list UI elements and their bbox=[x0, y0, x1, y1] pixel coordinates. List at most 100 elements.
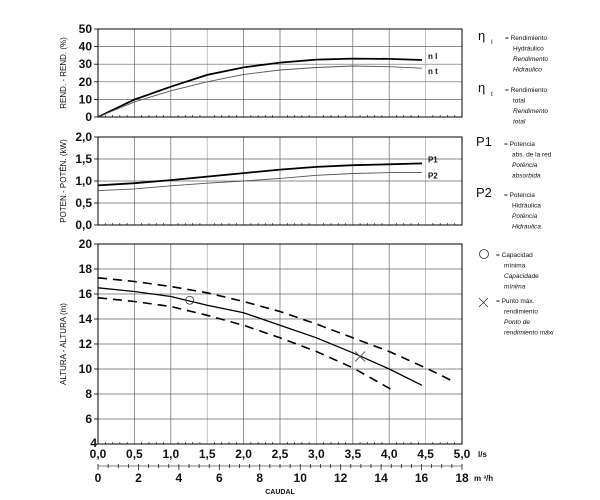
x-tick-label-m3h: 2 bbox=[135, 471, 142, 485]
legend-circle-icon bbox=[479, 249, 489, 259]
capacidad-minima-marker bbox=[185, 295, 195, 305]
x-tick-label-ls: 3,0 bbox=[308, 447, 325, 461]
legend-eta_i-text: = Rendimiento bbox=[505, 35, 547, 42]
legend-eta_t-text: = Rendimiento bbox=[505, 87, 547, 94]
x-tick-label-m3h: 6 bbox=[216, 471, 223, 485]
y-tick-label: 2,0 bbox=[75, 130, 92, 144]
x-tick-label-ls: 2,0 bbox=[235, 447, 252, 461]
legend-p2-text: Hidraulica bbox=[512, 224, 541, 231]
x-tick-label-m3h: 18 bbox=[455, 471, 469, 485]
legend-circle-text: mínima bbox=[504, 263, 526, 270]
legend-p2-symbol: P2 bbox=[476, 185, 492, 200]
panel-1: 0,0 0,5 1,0 1,5 2,0 POTEN.- POTÊN. (kW) P1 P2 bbox=[59, 130, 463, 232]
legend-circle-text: = Capacidad bbox=[496, 252, 533, 259]
series-line-n-t bbox=[97, 65, 423, 118]
legend-p1-text: absorbida bbox=[512, 173, 541, 180]
x-tick-label-ls: 3,5 bbox=[344, 447, 361, 461]
y-tick-label: 8 bbox=[85, 387, 92, 401]
series-label: P2 bbox=[428, 172, 438, 181]
legend-cross-text: = Punto máx. bbox=[496, 298, 535, 305]
x-tick-label-ls: 4,0 bbox=[381, 447, 398, 461]
legend-p2-text: Potência bbox=[512, 213, 538, 220]
panel-2: 4 6 8 10 12 14 16 18 20 ALTURA - ALTURA (m) bbox=[59, 237, 463, 450]
y-tick-label: 1,5 bbox=[75, 152, 92, 166]
y-tick-label: 20 bbox=[79, 75, 93, 89]
series-line-h-max bbox=[97, 277, 452, 382]
legend-eta-t-sub: t bbox=[491, 91, 493, 98]
series-label: n t bbox=[428, 67, 438, 76]
y-axis-label: POTEN.- POTÊN. (kW) bbox=[59, 139, 68, 223]
legend-cross-text: rendimiento máxi bbox=[504, 330, 554, 337]
panel-0: 0 10 20 30 40 50 REND. - REND. (%) n I n t bbox=[59, 22, 463, 124]
legend-eta_i-text: Hydráulico bbox=[513, 46, 544, 53]
x-tick-label-m3h: 10 bbox=[294, 471, 308, 485]
legend-eta_t-text: total bbox=[513, 98, 526, 105]
y-axis-label: REND. - REND. (%) bbox=[59, 37, 68, 109]
y-tick-label: 10 bbox=[79, 362, 93, 376]
legend-eta_i-text: Rendimento bbox=[513, 56, 548, 63]
legend-circle-text: mínima bbox=[504, 284, 526, 291]
y-tick-label: 10 bbox=[79, 92, 93, 106]
series-line-h bbox=[97, 287, 423, 386]
plot-frame bbox=[97, 28, 463, 118]
y-tick-label: 0,0 bbox=[75, 218, 92, 232]
legend-cross-icon bbox=[478, 297, 489, 308]
legend-p1-symbol: P1 bbox=[476, 134, 492, 149]
series-line-p1 bbox=[97, 162, 423, 187]
x-tick-label-ls: 1,5 bbox=[199, 447, 216, 461]
x-tick-label-ls: 4,5 bbox=[417, 447, 434, 461]
legend-eta-t-symbol: η bbox=[478, 80, 485, 95]
y-tick-label: 16 bbox=[79, 287, 93, 301]
legend-p1-text: Potência bbox=[512, 162, 538, 169]
x-tick-label-m3h: 14 bbox=[374, 471, 388, 485]
plot-frame bbox=[97, 136, 463, 226]
plot-frame bbox=[97, 243, 463, 445]
x-tick-label-m3h: 12 bbox=[334, 471, 348, 485]
x-unit-ls: l/s bbox=[478, 450, 487, 459]
x-axis-label: CAUDAL bbox=[265, 489, 295, 496]
legend-cross-text: rendimiento bbox=[504, 309, 538, 316]
legend-eta_i-text: Hidraulico bbox=[513, 67, 542, 74]
x-tick-label-m3h: 0 bbox=[95, 471, 102, 485]
legend-p1-text: abs. de la red bbox=[512, 152, 552, 159]
legend-eta_t-text: Rendimento bbox=[513, 108, 548, 115]
y-tick-label: 0,5 bbox=[75, 196, 92, 210]
legend-eta_t-text: total bbox=[513, 119, 526, 126]
x-tick-label-ls: 2,5 bbox=[272, 447, 289, 461]
y-tick-label: 6 bbox=[85, 412, 92, 426]
legend-p2-text: = Potencia bbox=[504, 192, 535, 199]
y-tick-label: 50 bbox=[79, 22, 93, 36]
series-label: P1 bbox=[428, 155, 438, 164]
x-tick-label-m3h: 4 bbox=[176, 471, 183, 485]
x-tick-label-m3h: 16 bbox=[415, 471, 429, 485]
series-label: n I bbox=[428, 52, 437, 61]
legend-circle-text: Capacidade bbox=[504, 273, 539, 280]
x-unit-m3h: m ³/h bbox=[474, 474, 493, 483]
x-tick-label-ls: 0,0 bbox=[90, 447, 107, 461]
series-line-n-i bbox=[97, 57, 423, 118]
legend-eta-i-sub: I bbox=[491, 39, 493, 46]
y-tick-label: 30 bbox=[79, 57, 93, 71]
y-tick-label: 18 bbox=[79, 262, 93, 276]
y-axis-label: ALTURA - ALTURA (m) bbox=[59, 303, 68, 385]
y-tick-label: 1,0 bbox=[75, 174, 92, 188]
legend-p1-text: = Potencia bbox=[504, 141, 535, 148]
x-tick-label-m3h: 8 bbox=[256, 471, 263, 485]
x-tick-label-ls: 1,0 bbox=[162, 447, 179, 461]
y-tick-label: 20 bbox=[79, 237, 93, 251]
series-line-h-min bbox=[97, 297, 394, 391]
series-line-p2 bbox=[97, 172, 422, 192]
legend-cross-text: Ponto de bbox=[504, 319, 530, 326]
y-tick-label: 0 bbox=[85, 110, 92, 124]
legend: η I η t P1 P2 = Rendimiento Hydráulico Ren… bbox=[476, 28, 554, 337]
legend-eta-i-symbol: η bbox=[478, 28, 485, 43]
y-tick-label: 4 bbox=[90, 436, 97, 450]
y-tick-label: 40 bbox=[79, 40, 93, 54]
y-tick-label: 12 bbox=[79, 337, 93, 351]
legend-p2-text: Hidráulica bbox=[512, 203, 541, 210]
x-tick-label-ls: 5,0 bbox=[454, 447, 471, 461]
x-tick-label-ls: 0,5 bbox=[126, 447, 143, 461]
punto-max-rendimiento-marker bbox=[354, 351, 366, 362]
y-tick-label: 14 bbox=[79, 312, 93, 326]
